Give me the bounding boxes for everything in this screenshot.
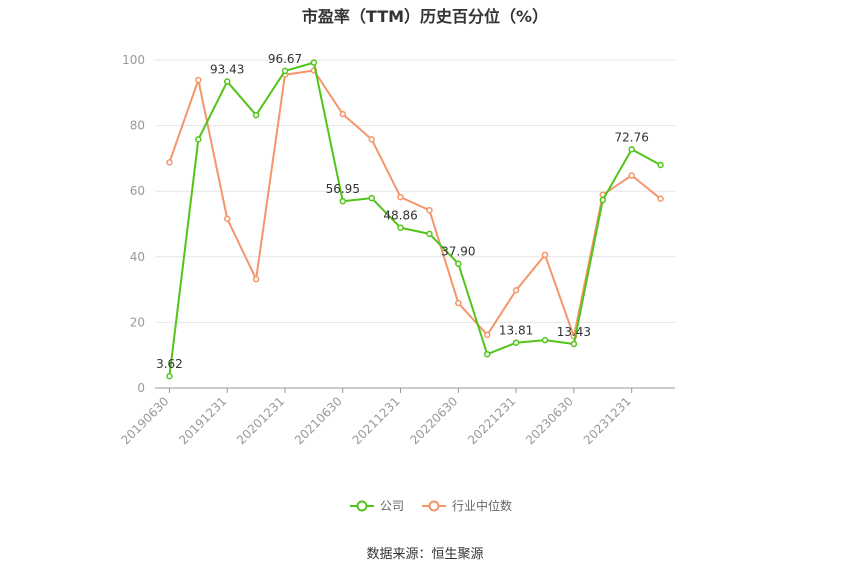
data-point [310,59,318,66]
legend[interactable]: 公司 行业中位数 [350,498,512,513]
data-point [195,136,202,143]
x-tick-label: 20221231 [465,394,518,447]
series-line [168,69,662,338]
data-point [223,78,231,85]
data-point [223,215,231,223]
source-note: 数据来源：恒生聚源 [366,547,483,562]
data-point [281,67,289,75]
data-point [657,195,664,202]
data-point [599,196,607,204]
data-point [339,197,347,205]
y-tick-label: 100 [122,53,145,67]
data-point [426,206,433,214]
data-point [541,336,549,344]
x-tick-label: 20190630 [118,394,171,447]
chart-title: 市盈率（TTM）历史百分位（%） [302,7,548,26]
data-labels: 3.62 93.43 96.67 56.95 48.86 37.90 13.81 13.43 7… [156,52,649,371]
data-point [483,350,491,358]
data-point [397,193,404,201]
data-point [483,331,491,339]
y-tick-label: 0 [137,381,145,395]
x-tick-label: 20220630 [407,394,460,447]
data-point [368,136,375,143]
x-tick-label: 20191231 [176,394,229,447]
x-tick-label: 20231231 [581,394,634,447]
data-point [195,76,202,84]
data-label: 48.86 [383,209,417,223]
data-point [397,224,404,231]
data-point [455,260,462,267]
data-point [512,339,520,346]
x-tick-label: 20230630 [523,394,576,447]
data-point [570,340,578,348]
data-point [541,251,549,259]
x-tick-label: 20211231 [350,394,403,447]
data-label: 3.62 [156,357,183,371]
data-point [657,161,664,169]
x-tick-label: 20210630 [292,394,345,447]
legend-swatch-marker [356,500,368,512]
y-tick-label: 20 [130,315,145,329]
data-point [166,159,173,166]
data-point [512,287,520,294]
y-tick-label: 80 [130,119,145,133]
data-label: 37.90 [441,245,475,259]
data-label: 56.95 [326,182,360,196]
grid [155,59,675,323]
data-point [368,194,375,202]
legend-label: 行业中位数 [452,498,512,513]
data-point [166,372,173,380]
data-point [455,299,462,307]
data-point [426,230,433,238]
x-tick-label: 20201231 [234,394,287,447]
y-axis: 0 20 40 60 80 100 [122,53,145,395]
data-label: 96.67 [268,52,302,66]
series-group [166,59,664,380]
legend-item[interactable]: 公司 [350,499,404,513]
data-point [628,172,635,179]
data-label: 13.43 [557,325,591,339]
legend-label: 公司 [380,499,404,513]
data-label: 93.43 [210,63,244,77]
data-label: 13.81 [499,324,533,338]
data-point [252,111,260,119]
data-point [339,110,347,118]
y-tick-label: 60 [130,184,145,198]
legend-swatch-marker [428,500,440,512]
data-point [628,146,635,153]
legend-item[interactable]: 行业中位数 [422,498,512,513]
y-tick-label: 40 [130,250,145,264]
data-point [252,275,260,283]
data-label: 72.76 [614,130,648,144]
series-line [168,61,662,377]
x-axis: 20190630 20191231 20201231 20210630 20211231… [118,387,675,447]
